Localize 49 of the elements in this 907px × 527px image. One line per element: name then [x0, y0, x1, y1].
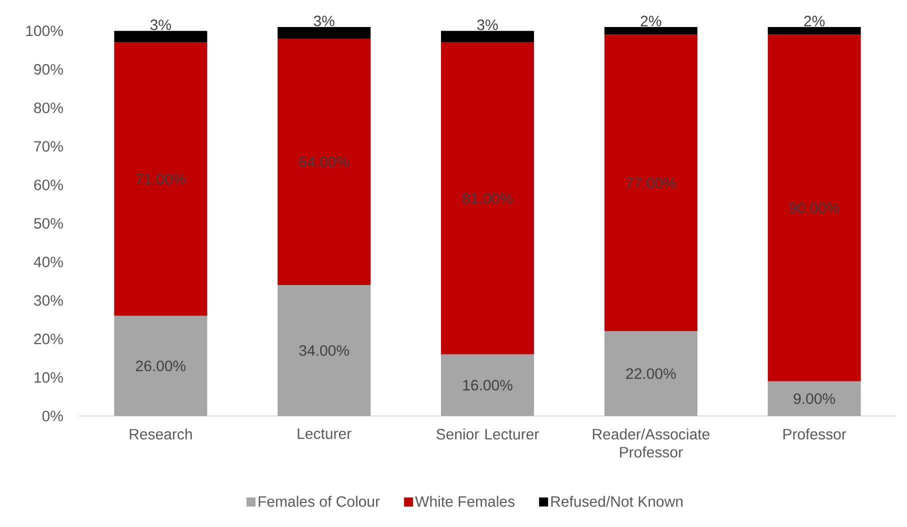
data-label: 3%	[150, 20, 171, 30]
bar	[441, 30, 534, 42]
y-tick-label: 60%	[34, 180, 63, 190]
data-label: 64.00%	[299, 156, 349, 168]
legend-label: Females of Colour	[258, 496, 380, 507]
x-tick-label: Senior Lecturer	[436, 428, 539, 440]
y-tick-label: 50%	[34, 218, 63, 229]
bar	[278, 285, 371, 416]
x-tick-label: Reader/Associate Professor	[592, 428, 710, 458]
bar	[114, 316, 208, 416]
bar	[604, 331, 698, 416]
data-label: 81.00%	[462, 193, 512, 204]
bar	[278, 38, 371, 286]
x-tick-label: Professor	[783, 428, 846, 440]
data-label: 26.00%	[136, 360, 186, 372]
data-label: 3%	[314, 16, 334, 26]
y-tick-label: 80%	[34, 102, 63, 114]
bar	[441, 42, 534, 354]
y-tick-label: 100%	[26, 26, 63, 36]
y-tick-label: 40%	[34, 256, 63, 268]
bar	[114, 42, 208, 316]
data-label: 9.00%	[794, 393, 836, 404]
data-label: 71.00%	[136, 174, 186, 184]
y-tick-label: 10%	[34, 372, 63, 383]
y-tick-label: 90%	[34, 64, 63, 75]
y-tick-label: 0%	[42, 410, 63, 422]
bar	[604, 34, 698, 332]
bar	[114, 30, 208, 42]
bar	[768, 381, 861, 416]
bar	[768, 26, 861, 35]
data-label: 16.00%	[463, 380, 512, 390]
data-label: 2%	[804, 16, 825, 26]
y-tick-label: 20%	[34, 334, 63, 344]
data-label: 77.00%	[626, 178, 676, 188]
bar	[604, 26, 698, 35]
x-tick-label: Lecturer	[298, 428, 352, 439]
y-tick-label: 30%	[34, 295, 63, 306]
y-tick-label: 70%	[34, 141, 63, 152]
bar	[278, 26, 371, 39]
x-tick-label: Research	[130, 428, 192, 440]
data-label: 2%	[640, 16, 662, 26]
data-label: 22.00%	[626, 368, 676, 379]
data-label: 3%	[477, 20, 498, 30]
legend-label: Refused/Not Known	[551, 496, 682, 507]
data-label: 90.00%	[790, 202, 840, 214]
bar	[768, 34, 861, 382]
legend-label: White Females	[415, 496, 515, 507]
data-label: 34.00%	[299, 345, 349, 356]
bar	[441, 354, 534, 416]
